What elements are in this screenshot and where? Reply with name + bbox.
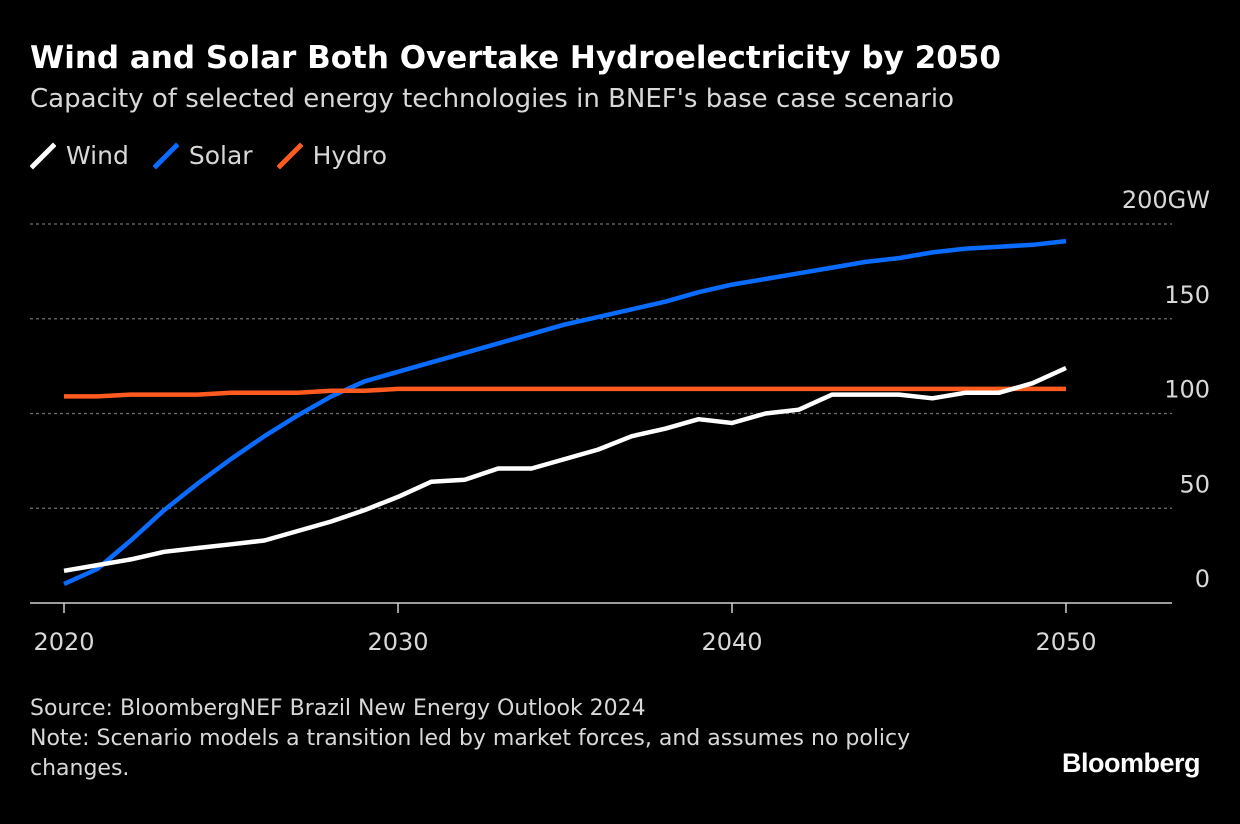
chart-title: Wind and Solar Both Overtake Hydroelectr…: [30, 40, 1001, 76]
chart-footer: Source: BloombergNEF Brazil New Energy O…: [30, 694, 990, 784]
x-tick-label-2030: 2030: [367, 628, 428, 656]
y-tick-label-150: 150: [1164, 281, 1210, 309]
y-tick-label-100: 100: [1164, 376, 1210, 404]
y-tick-label-0: 0: [1195, 565, 1210, 593]
legend-swatch-solar: [152, 142, 179, 170]
y-tick-label-50: 50: [1179, 470, 1210, 498]
legend-swatch-wind: [30, 142, 56, 170]
legend-label-wind: Wind: [66, 140, 129, 170]
chart-legend: Wind Solar Hydro: [30, 140, 411, 170]
series-line-solar: [63, 238, 1067, 587]
series-line-hydro: [64, 386, 1066, 399]
legend-item-wind: Wind: [30, 140, 129, 170]
x-tick-label-2040: 2040: [701, 628, 762, 656]
x-tick-label-2020: 2020: [33, 628, 94, 656]
legend-swatch-hydro: [276, 142, 303, 170]
chart-subtitle: Capacity of selected energy technologies…: [30, 84, 955, 114]
legend-label-hydro: Hydro: [312, 140, 388, 170]
scenario-note: Note: Scenario models a transition led b…: [30, 726, 911, 781]
legend-item-hydro: Hydro: [276, 140, 388, 170]
bloomberg-logo: Bloomberg: [1061, 748, 1201, 778]
source-note: Source: BloombergNEF Brazil New Energy O…: [30, 696, 646, 721]
legend-label-solar: Solar: [188, 140, 253, 170]
x-tick-label-2050: 2050: [1035, 628, 1096, 656]
series-line-wind: [63, 365, 1067, 574]
legend-item-solar: Solar: [152, 140, 253, 170]
y-tick-label-200: 200GW: [1122, 186, 1210, 214]
